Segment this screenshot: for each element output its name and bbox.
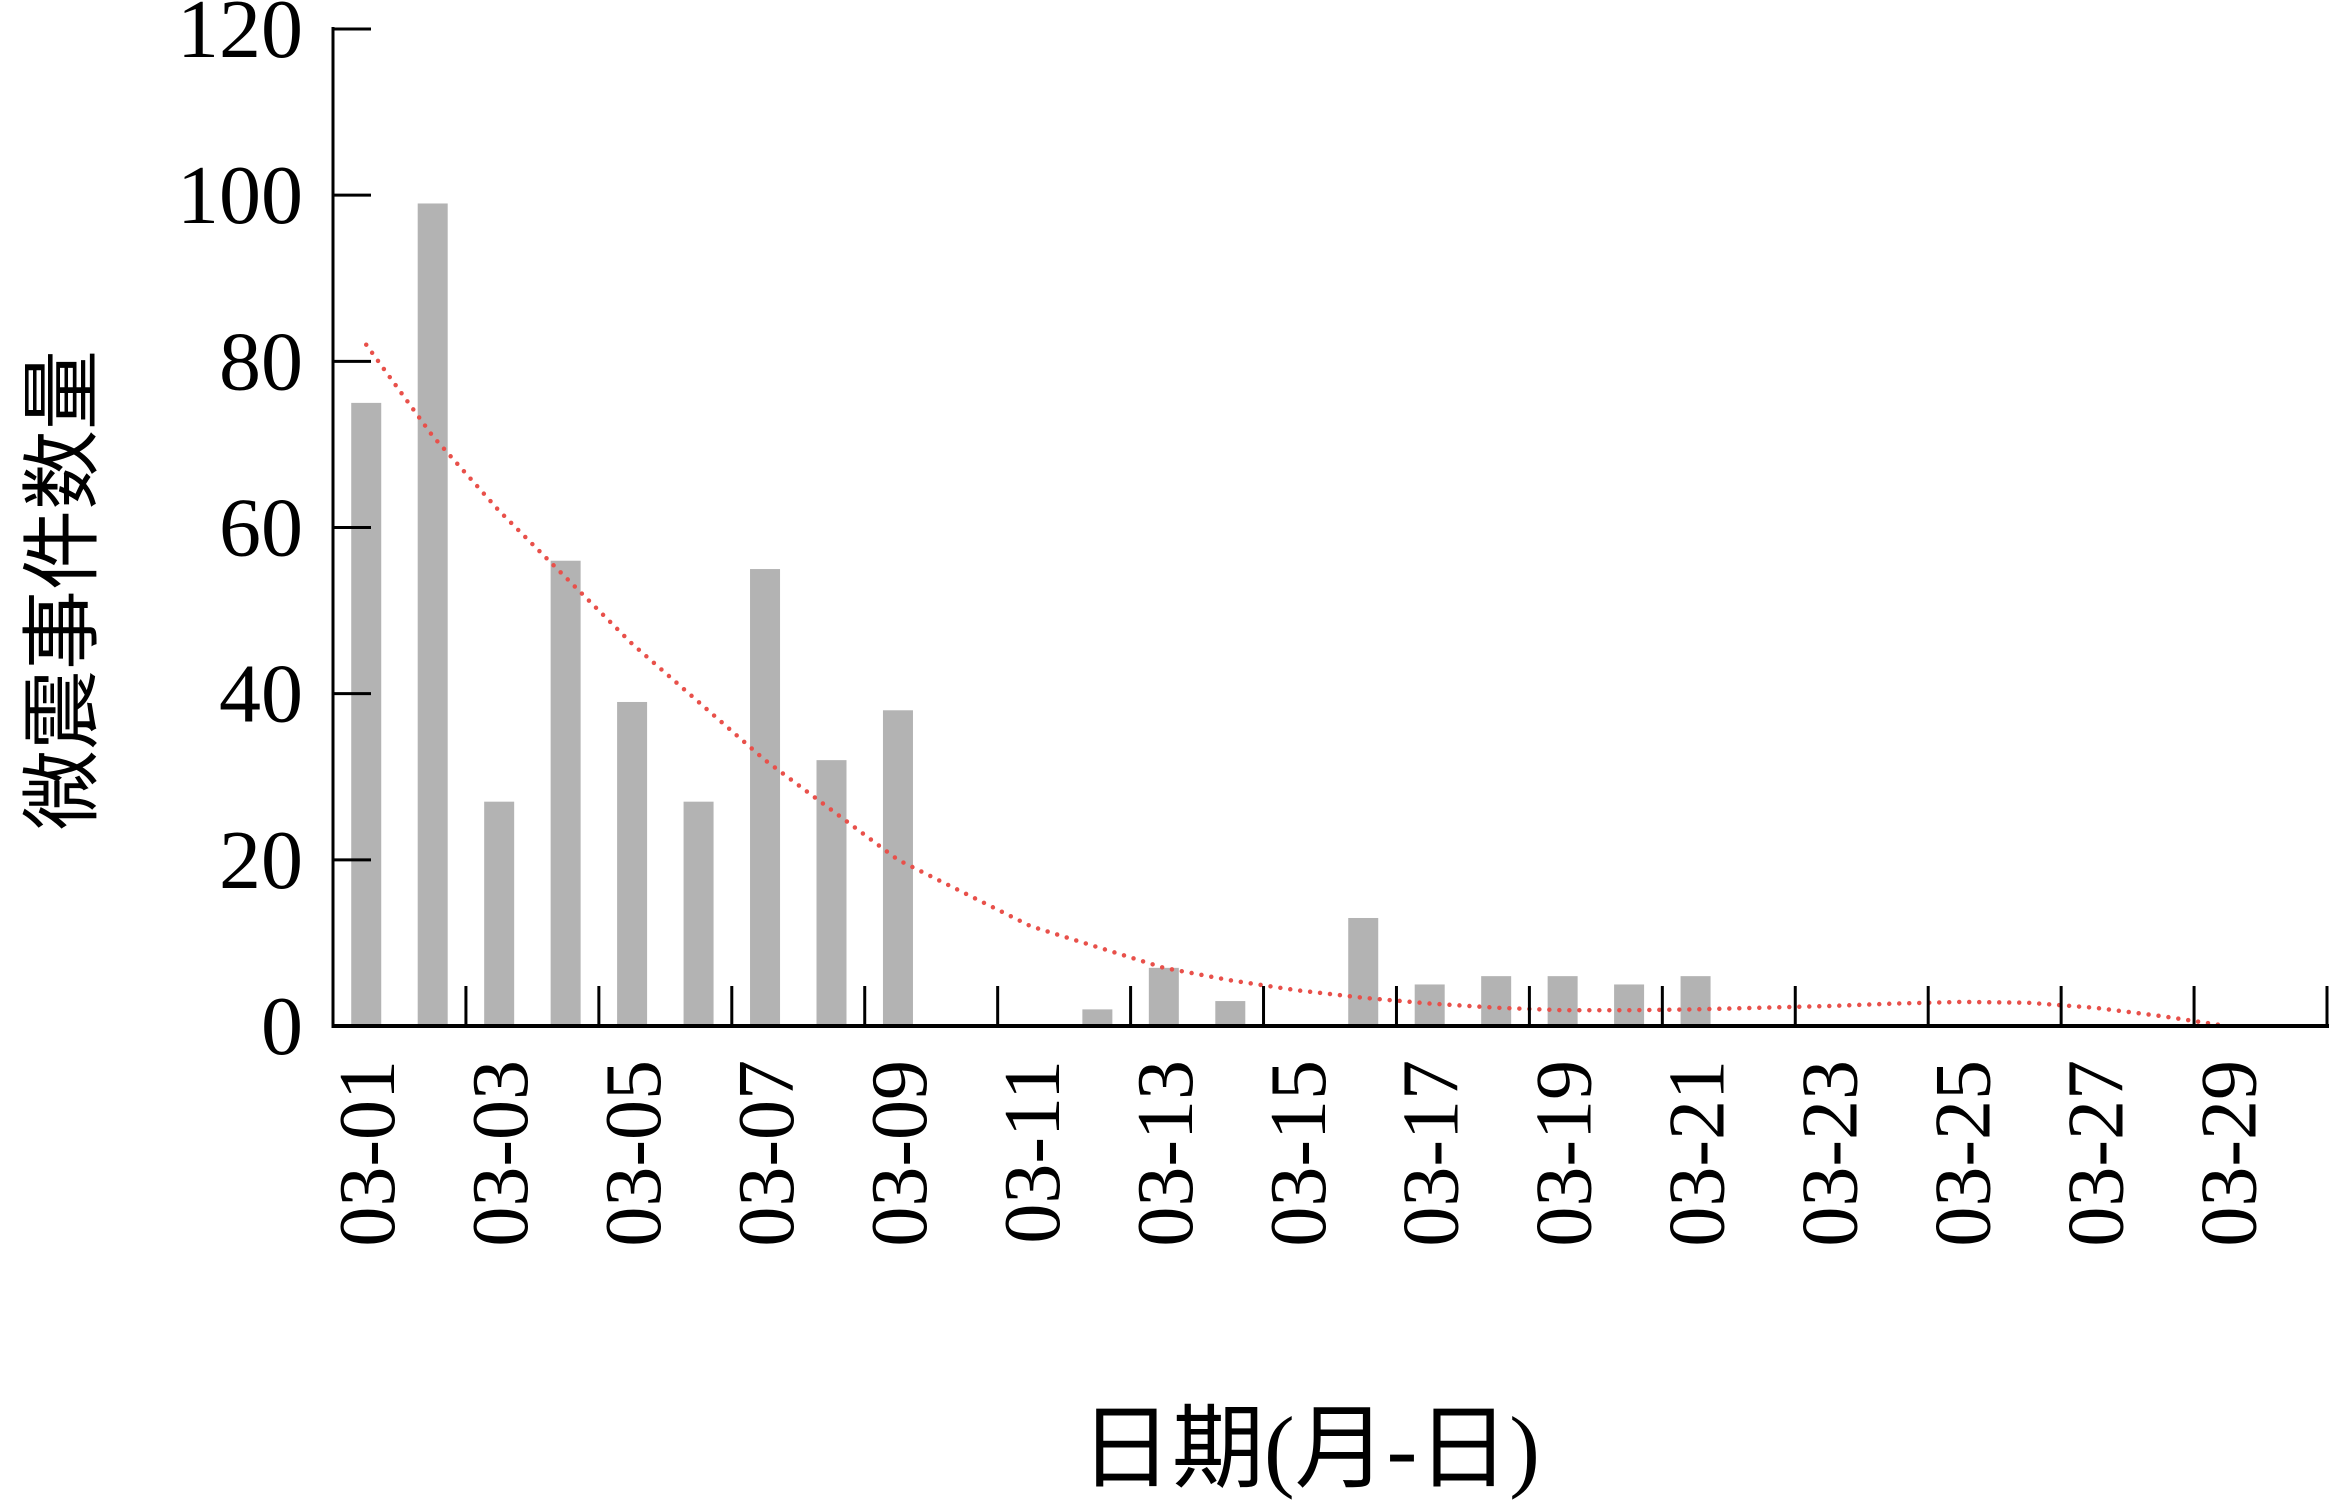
y-tick-label: 60 (219, 482, 303, 575)
x-tick-label: 03-29 (2185, 1060, 2273, 1247)
x-axis-title: 日期(月-日) (1080, 1398, 1540, 1500)
x-tick-label: 03-17 (1388, 1060, 1476, 1247)
x-tick-label: 03-15 (1255, 1060, 1343, 1247)
x-tick-label: 03-21 (1654, 1060, 1742, 1247)
bar-03-13 (1148, 967, 1179, 1026)
bar-03-08 (816, 760, 847, 1026)
bar-03-18 (1481, 976, 1512, 1026)
y-tick-label: 80 (219, 315, 303, 408)
bar-03-21 (1680, 976, 1711, 1026)
bar-03-20 (1614, 984, 1645, 1026)
y-tick-label: 120 (177, 0, 303, 76)
x-tick-label: 03-09 (856, 1060, 944, 1247)
bar-03-07 (750, 569, 781, 1026)
bar-03-01 (351, 402, 382, 1026)
axes (331, 27, 2329, 1028)
x-tick-label: 03-27 (2052, 1060, 2140, 1247)
x-tick-label: 03-19 (1521, 1060, 1609, 1247)
x-tick-label: 03-03 (457, 1060, 545, 1247)
bar-03-16 (1348, 917, 1379, 1026)
trend-line (363, 342, 2230, 1029)
y-tick-labels: 0 20 40 60 80 100 120 (177, 0, 303, 1073)
bar-03-03 (484, 801, 515, 1026)
bar-03-19 (1547, 976, 1578, 1026)
y-tick-label: 40 (219, 648, 303, 741)
bar-03-05 (617, 701, 648, 1026)
y-tick-label: 20 (219, 814, 303, 907)
bars (351, 203, 1711, 1027)
bar-03-06 (683, 801, 714, 1026)
bar-03-12 (1082, 1009, 1113, 1026)
y-axis-title: 微震事件数量 (20, 350, 108, 830)
trend-line-path (363, 342, 2230, 1029)
x-tick-label: 03-01 (324, 1060, 412, 1247)
bar-03-02 (417, 203, 448, 1027)
bar-03-04 (550, 560, 581, 1026)
x-tick-label: 03-23 (1787, 1060, 1875, 1247)
y-tick-label: 100 (177, 149, 303, 242)
y-tick-label: 0 (261, 980, 303, 1073)
x-tick-label: 03-13 (1122, 1060, 1210, 1247)
x-tick-label: 03-11 (989, 1060, 1077, 1244)
bar-03-14 (1215, 1001, 1246, 1026)
x-tick-labels: 03-01 03-03 03-05 03-07 03-09 03-11 03-13 03-15… (324, 1060, 2273, 1247)
bar-03-09 (882, 710, 913, 1026)
x-tick-label: 03-05 (590, 1060, 678, 1247)
x-tick-label: 03-25 (1919, 1060, 2007, 1247)
x-tick-label: 03-07 (723, 1060, 811, 1247)
